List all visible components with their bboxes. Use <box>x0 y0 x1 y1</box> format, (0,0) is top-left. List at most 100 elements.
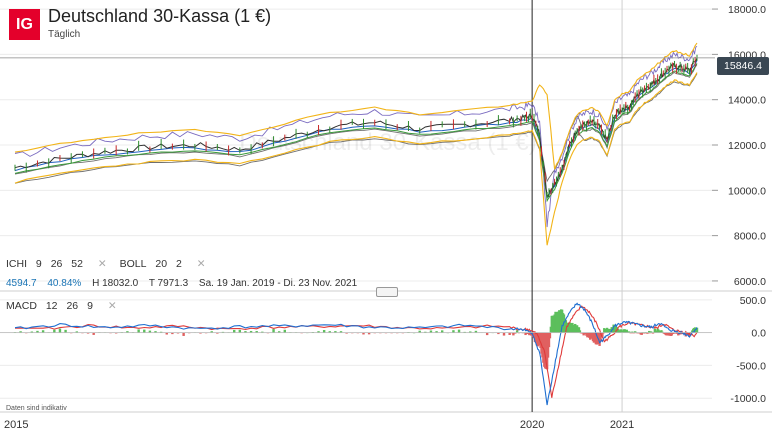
macd-hist-bar <box>249 330 253 333</box>
macd-hist-bar <box>512 332 515 336</box>
macd-hist-bar <box>640 332 643 335</box>
macd-hist-bar <box>30 331 34 333</box>
macd-hist-bar <box>362 332 365 335</box>
macd-hist-bar <box>317 331 320 333</box>
macd-hist-bar <box>367 332 371 335</box>
macd-tick-label: -500.0 <box>736 360 766 372</box>
macd-hist-bar <box>614 324 617 333</box>
ichi-label[interactable]: ICHI <box>6 258 27 270</box>
macd-indicator-row: MACD 12 26 9 ✕ <box>6 300 127 312</box>
macd-hist-bar <box>528 332 531 336</box>
macd-hist-bar <box>176 332 180 334</box>
macd-hist-bar <box>334 331 337 333</box>
macd-axis: 500.0 0.0 -500.0 -1000.0 <box>730 295 766 405</box>
macd-param-1: 12 <box>45 300 58 312</box>
chart-title: Deutschland 30-Kassa (1 €) <box>48 6 272 26</box>
macd-hist-bar <box>159 331 163 333</box>
macd-hist-bar <box>485 332 489 336</box>
macd-hist-bar <box>524 332 527 336</box>
macd-hist-bar <box>424 331 427 333</box>
macd-hist-bar <box>618 330 621 333</box>
macd-hist-bar <box>688 332 691 337</box>
macd-hist-bar <box>210 331 213 333</box>
ichi-param-3: 52 <box>71 258 83 270</box>
macd-hist-bar <box>601 332 604 337</box>
macd-tick-label: 500.0 <box>740 295 766 307</box>
remove-macd-icon[interactable]: ✕ <box>107 300 117 312</box>
macd-hist-bar <box>695 327 699 333</box>
macd-hist-bar <box>577 327 581 333</box>
macd-hist-bar <box>660 330 663 333</box>
macd-hist-bar <box>75 331 79 333</box>
grid-lines <box>0 0 772 413</box>
macd-hist-bar <box>171 332 174 335</box>
macd-hist-bar <box>508 332 511 335</box>
pane-resize-handle[interactable] <box>376 287 398 297</box>
bollinger-upper <box>14 42 698 170</box>
time-axis: 2015 2020 2021 <box>4 419 634 431</box>
macd-hist-bar <box>651 332 655 334</box>
macd-hist-bar <box>633 331 637 333</box>
macd-hist-bar <box>58 328 62 333</box>
macd-hist-bar <box>515 330 519 333</box>
macd-hist-bar <box>41 330 45 333</box>
ichimoku-kijun <box>14 63 698 203</box>
macd-hist-bar <box>418 330 421 333</box>
ichi-param-2: 26 <box>50 258 63 270</box>
macd-hist-bar <box>643 332 646 334</box>
macd-hist-bar <box>154 331 157 333</box>
chart-watermark: Deutschland 30-Kassa (1 €) <box>239 129 537 156</box>
macd-tick-label: -1000.0 <box>730 393 766 405</box>
price-tick-label: 18000.0 <box>728 4 766 16</box>
stat-high: H 18032.0 <box>92 278 139 289</box>
chikou-span <box>14 46 698 228</box>
macd-hist-bar <box>628 331 631 333</box>
macd-hist-bar <box>547 332 551 348</box>
macd-tick-label: 0.0 <box>751 328 766 340</box>
stat-last: 4594.7 <box>6 278 37 289</box>
macd-hist-bar <box>670 332 673 336</box>
macd-hist-bar <box>53 329 56 333</box>
macd-hist-bar <box>328 331 331 333</box>
macd-hist-bar <box>339 331 343 333</box>
price-tick-label: 14000.0 <box>728 95 766 107</box>
bollinger-lower <box>14 72 698 246</box>
macd-hist-bar <box>625 329 628 333</box>
boll-label[interactable]: BOLL <box>119 258 147 270</box>
macd-hist-bar <box>648 330 651 333</box>
price-tick-label: 10000.0 <box>728 185 766 197</box>
macd-hist-bar <box>469 331 472 333</box>
time-tick-label: 2020 <box>520 419 544 431</box>
macd-hist-bar <box>114 332 118 334</box>
macd-hist-bar <box>497 332 500 335</box>
macd-hist-bar <box>244 331 247 333</box>
macd-hist-bar <box>64 329 67 333</box>
macd-pane <box>0 302 712 406</box>
boll-param-2: 2 <box>176 258 182 270</box>
macd-hist-bar <box>631 331 634 333</box>
macd-label[interactable]: MACD <box>6 300 37 312</box>
macd-param-2: 26 <box>66 300 79 312</box>
macd-hist-bar <box>649 331 653 333</box>
candles <box>14 54 698 199</box>
price-tick-label: 12000.0 <box>728 140 766 152</box>
price-axis: 18000.016000.014000.012000.010000.08000.… <box>712 4 766 288</box>
macd-hist-bar <box>661 331 664 333</box>
macd-hist-bar <box>671 332 674 335</box>
macd-hist-bar <box>514 332 517 334</box>
macd-signal-line <box>15 305 698 398</box>
macd-hist-bar <box>435 331 438 333</box>
macd-hist-bar <box>452 330 455 333</box>
macd-hist-bar <box>277 331 281 333</box>
ig-logo: IG <box>9 9 40 40</box>
macd-hist-bar <box>474 330 478 333</box>
remove-ichi-icon[interactable]: ✕ <box>97 258 107 270</box>
macd-hist-bar <box>19 331 22 333</box>
overlay-indicators: ICHI 9 26 52 ✕ BOLL 20 2 ✕ <box>6 258 216 270</box>
timeframe-label[interactable]: Täglich <box>48 29 81 40</box>
remove-boll-icon[interactable]: ✕ <box>196 258 206 270</box>
macd-hist-bar <box>261 331 264 333</box>
macd-hist-bar <box>238 329 242 333</box>
